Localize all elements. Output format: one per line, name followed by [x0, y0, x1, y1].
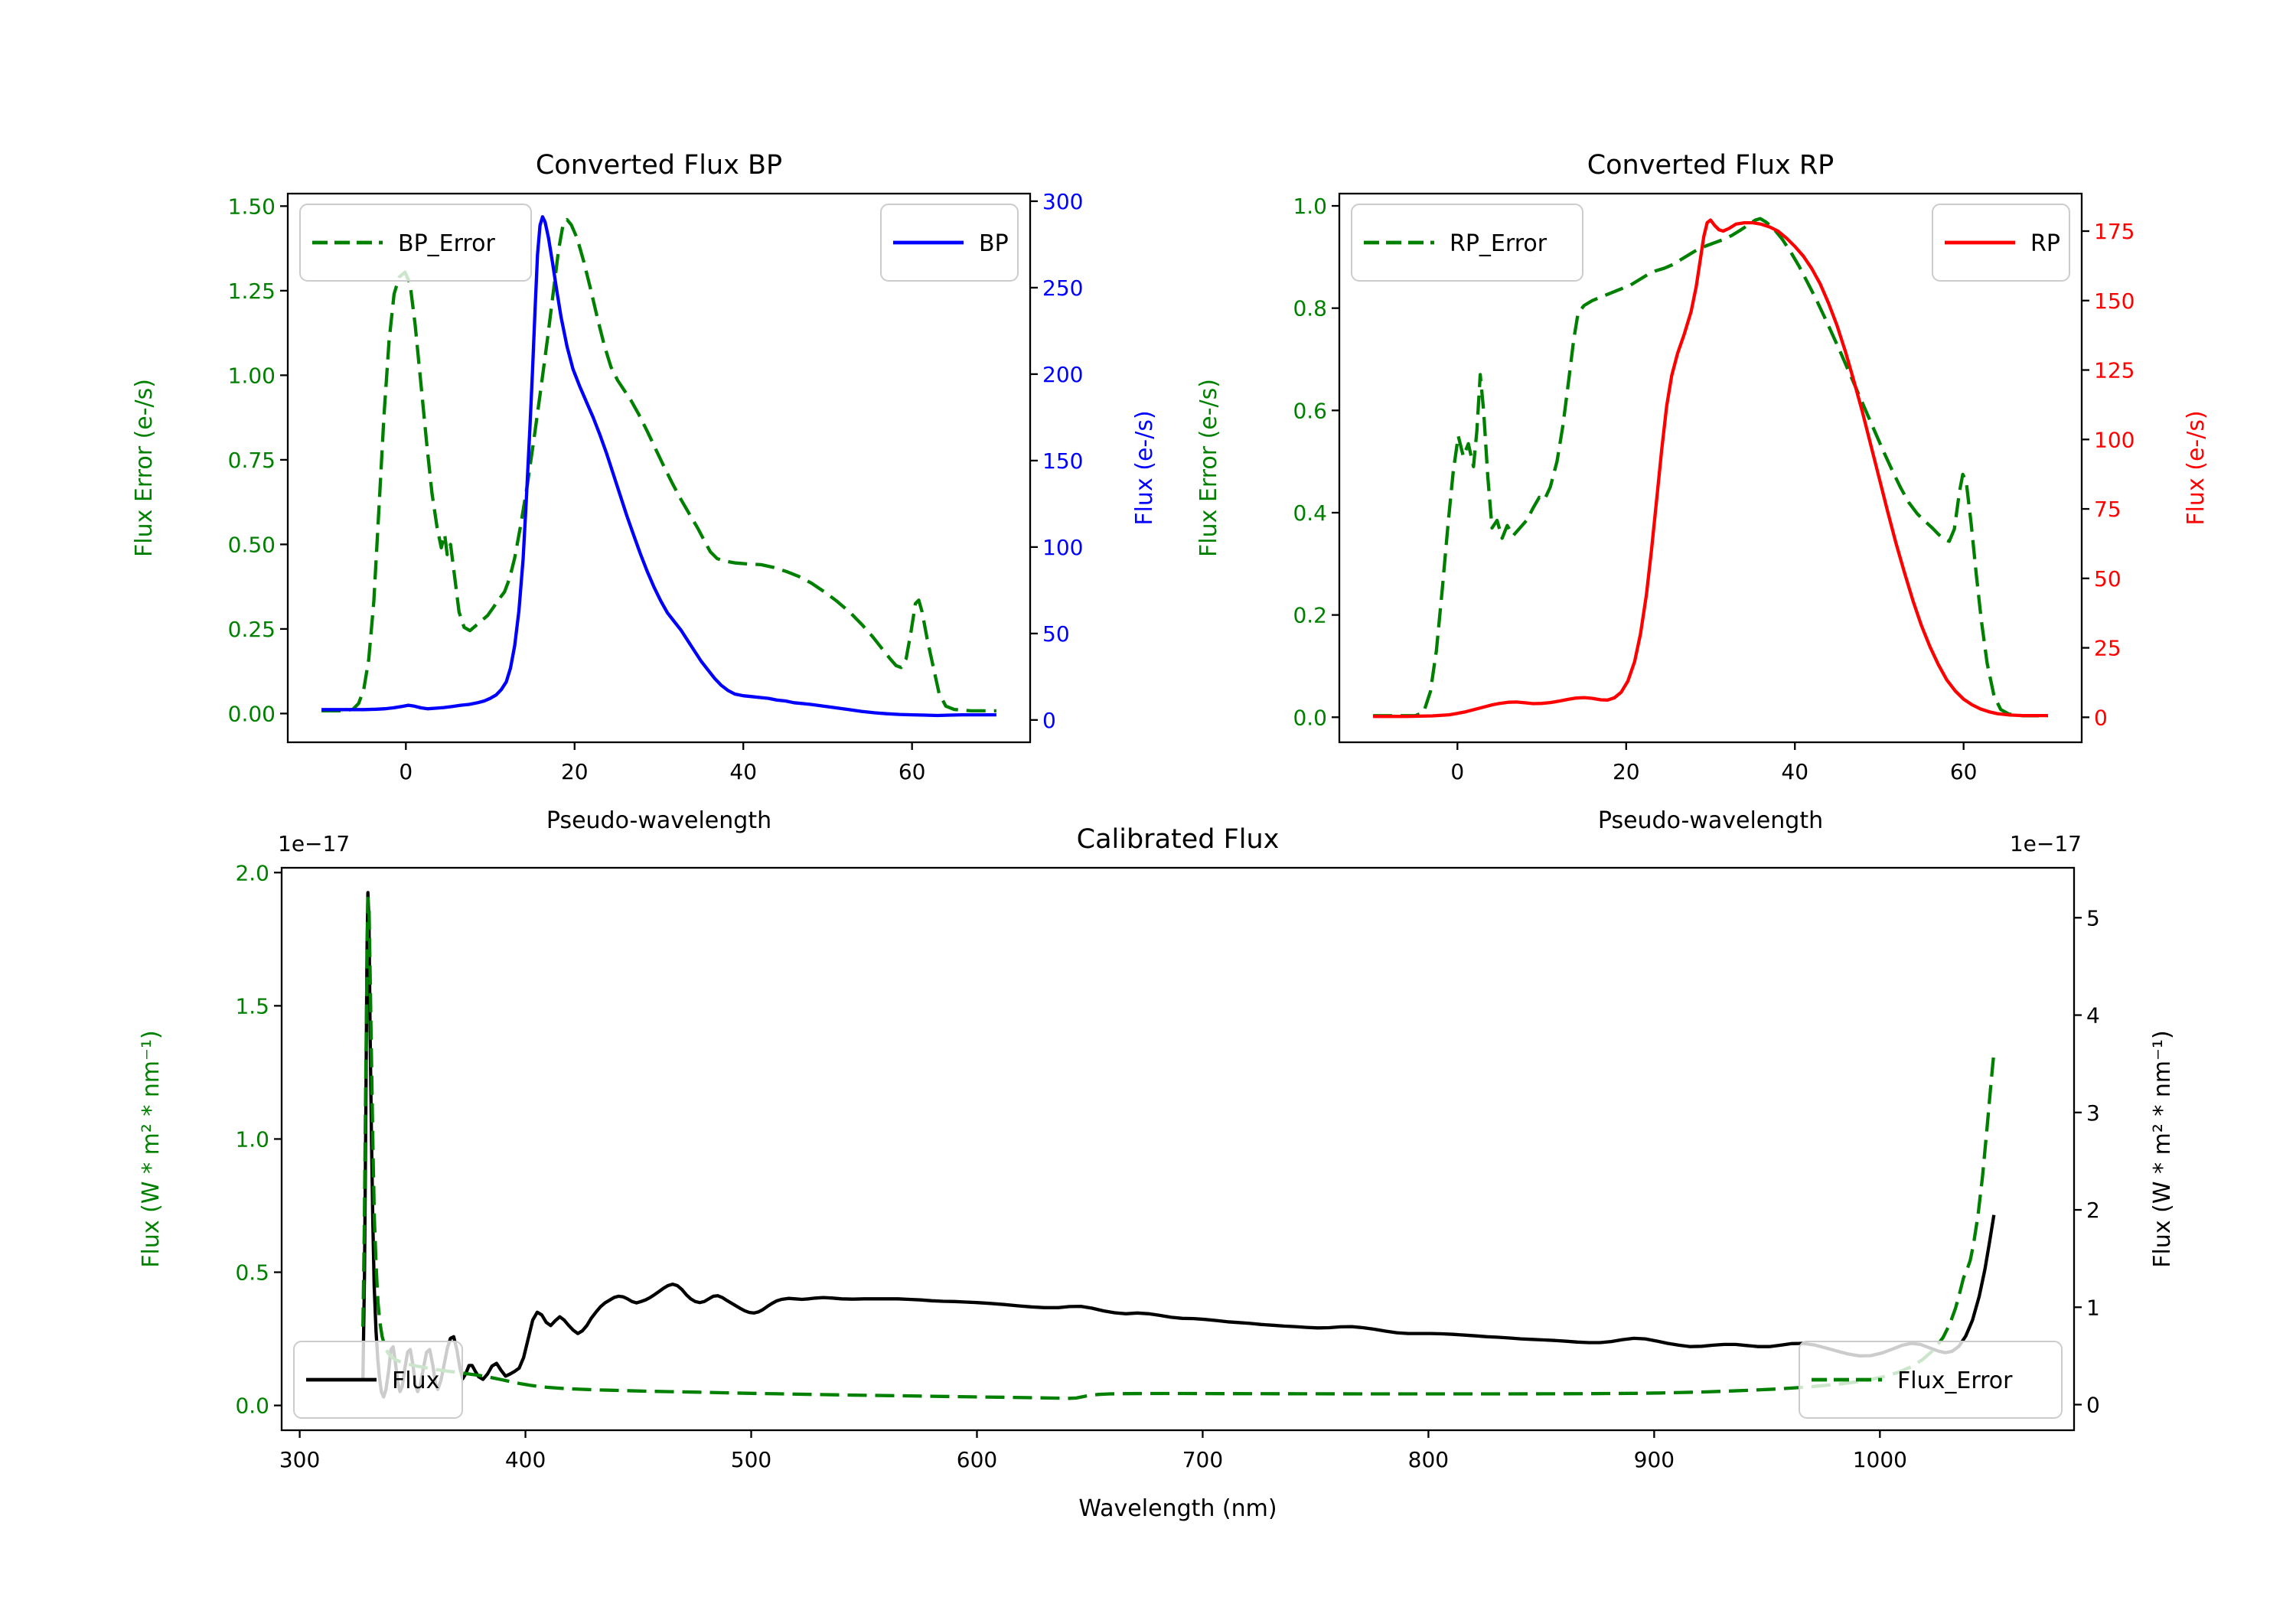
legend-label-flux: Flux: [392, 1367, 439, 1394]
bp-ytick-left-label: 0.00: [228, 701, 276, 726]
bp-title: Converted Flux BP: [536, 150, 782, 181]
cal-ytick-right-label: 4: [2086, 1003, 2100, 1028]
rp-ytick-right-label: 150: [2094, 288, 2135, 314]
bp-axes-frame: [286, 192, 1032, 744]
legend-box-rp_error: [1351, 204, 1583, 282]
bp-ytick-left-label: 0.75: [228, 448, 276, 473]
bp-xtick-label: 40: [729, 759, 757, 784]
series-bp: [321, 215, 996, 718]
cal-xtick-label: 900: [1634, 1447, 1675, 1472]
bp-ytick-right-label: 0: [1042, 708, 1056, 733]
cal-ytick-right-label: 0: [2086, 1393, 2100, 1418]
rp-ytick-right-label: 0: [2094, 705, 2108, 730]
bp-ylabel-right: Flux (e-/s): [1131, 410, 1158, 525]
cal-ytick-right-label: 5: [2086, 905, 2100, 931]
rp-ylabel-right: Flux (e-/s): [2183, 410, 2210, 525]
cal-offset-left: 1e−17: [278, 831, 350, 856]
rp-ylabel-left: Flux Error (e-/s): [1195, 379, 1222, 557]
bp-ytick-left-label: 1.00: [228, 363, 276, 388]
bp-xlabel: Pseudo-wavelength: [546, 807, 771, 834]
series-rp_error: [1373, 217, 2048, 718]
cal-xtick-label: 300: [279, 1447, 320, 1472]
rp-ytick-left-label: 0.6: [1293, 398, 1327, 423]
bp-ytick-right-label: 300: [1042, 189, 1083, 214]
legend-label-flux_error: Flux_Error: [1897, 1367, 2013, 1394]
legend-label-bp_error: BP_Error: [398, 230, 495, 257]
rp-ytick-left-label: 0.2: [1293, 603, 1327, 628]
bp-ytick-right-label: 250: [1042, 275, 1083, 301]
cal-offset-right: 1e−17: [2010, 831, 2082, 856]
rp-xtick-label: 20: [1613, 759, 1640, 784]
rp-ytick-right-label: 125: [2094, 358, 2135, 383]
cal-xtick-label: 600: [957, 1447, 997, 1472]
rp-title: Converted Flux RP: [1587, 150, 1835, 181]
cal-ytick-left-label: 0.5: [235, 1260, 269, 1286]
rp-xtick-label: 0: [1450, 759, 1464, 784]
rp-xtick-label: 60: [1950, 759, 1978, 784]
series-bp_error: [321, 217, 996, 713]
cal-xlabel: Wavelength (nm): [1078, 1495, 1277, 1522]
bp-ytick-left-label: 1.50: [228, 194, 276, 219]
rp-ytick-left-label: 1.0: [1293, 194, 1327, 219]
rp-ytick-right-label: 175: [2094, 219, 2135, 244]
bp-ytick-left-label: 0.50: [228, 532, 276, 557]
legend-label-rp_error: RP_Error: [1450, 230, 1548, 257]
cal-ylabel-left: Flux (W * m² * nm⁻¹): [138, 1030, 165, 1267]
bp-xtick-label: 60: [899, 759, 926, 784]
bp-ytick-left-label: 0.25: [228, 617, 276, 642]
legend-box-flux: [293, 1341, 463, 1419]
bp-xtick-label: 0: [399, 759, 413, 784]
legend-label-rp: RP: [2030, 230, 2060, 257]
cal-ylabel-right: Flux (W * m² * nm⁻¹): [2149, 1030, 2176, 1267]
cal-ytick-left-label: 1.5: [235, 993, 269, 1019]
series-rp: [1373, 218, 2048, 719]
bp-xtick-label: 20: [561, 759, 589, 784]
bp-ytick-left-label: 1.25: [228, 279, 276, 304]
cal-ytick-left-label: 0.0: [235, 1393, 269, 1419]
cal-xtick-label: 700: [1182, 1447, 1223, 1472]
cal-title: Calibrated Flux: [1077, 824, 1280, 855]
legend-label-bp: BP: [979, 230, 1009, 257]
cal-ytick-right-label: 3: [2086, 1100, 2100, 1126]
rp-ytick-right-label: 25: [2094, 636, 2122, 661]
cal-ytick-left-label: 1.0: [235, 1126, 269, 1152]
cal-axes-frame: [280, 866, 2076, 1432]
rp-ytick-right-label: 50: [2094, 566, 2122, 592]
bp-ylabel-left: Flux Error (e-/s): [131, 379, 158, 557]
rp-xtick-label: 40: [1781, 759, 1808, 784]
rp-ytick-left-label: 0.0: [1293, 705, 1327, 730]
bp-ytick-right-label: 200: [1042, 362, 1083, 387]
cal-xtick-label: 1000: [1853, 1447, 1907, 1472]
legend-box-flux_error: [1799, 1341, 2063, 1419]
rp-ytick-right-label: 100: [2094, 427, 2135, 452]
cal-xtick-label: 500: [731, 1447, 771, 1472]
bp-ytick-right-label: 50: [1042, 621, 1070, 647]
bp-ytick-right-label: 100: [1042, 535, 1083, 560]
cal-xtick-label: 800: [1408, 1447, 1449, 1472]
cal-ytick-right-label: 2: [2086, 1198, 2100, 1223]
legend-box-bp_error: [299, 204, 532, 282]
cal-ytick-left-label: 2.0: [235, 860, 269, 885]
cal-ytick-right-label: 1: [2086, 1295, 2100, 1320]
rp-ytick-left-label: 0.4: [1293, 500, 1327, 526]
cal-xtick-label: 400: [505, 1447, 546, 1472]
bp-ytick-right-label: 150: [1042, 448, 1083, 474]
rp-ytick-right-label: 75: [2094, 497, 2122, 522]
rp-ytick-left-label: 0.8: [1293, 296, 1327, 321]
rp-xlabel: Pseudo-wavelength: [1598, 807, 1823, 834]
rp-axes-frame: [1338, 192, 2083, 744]
